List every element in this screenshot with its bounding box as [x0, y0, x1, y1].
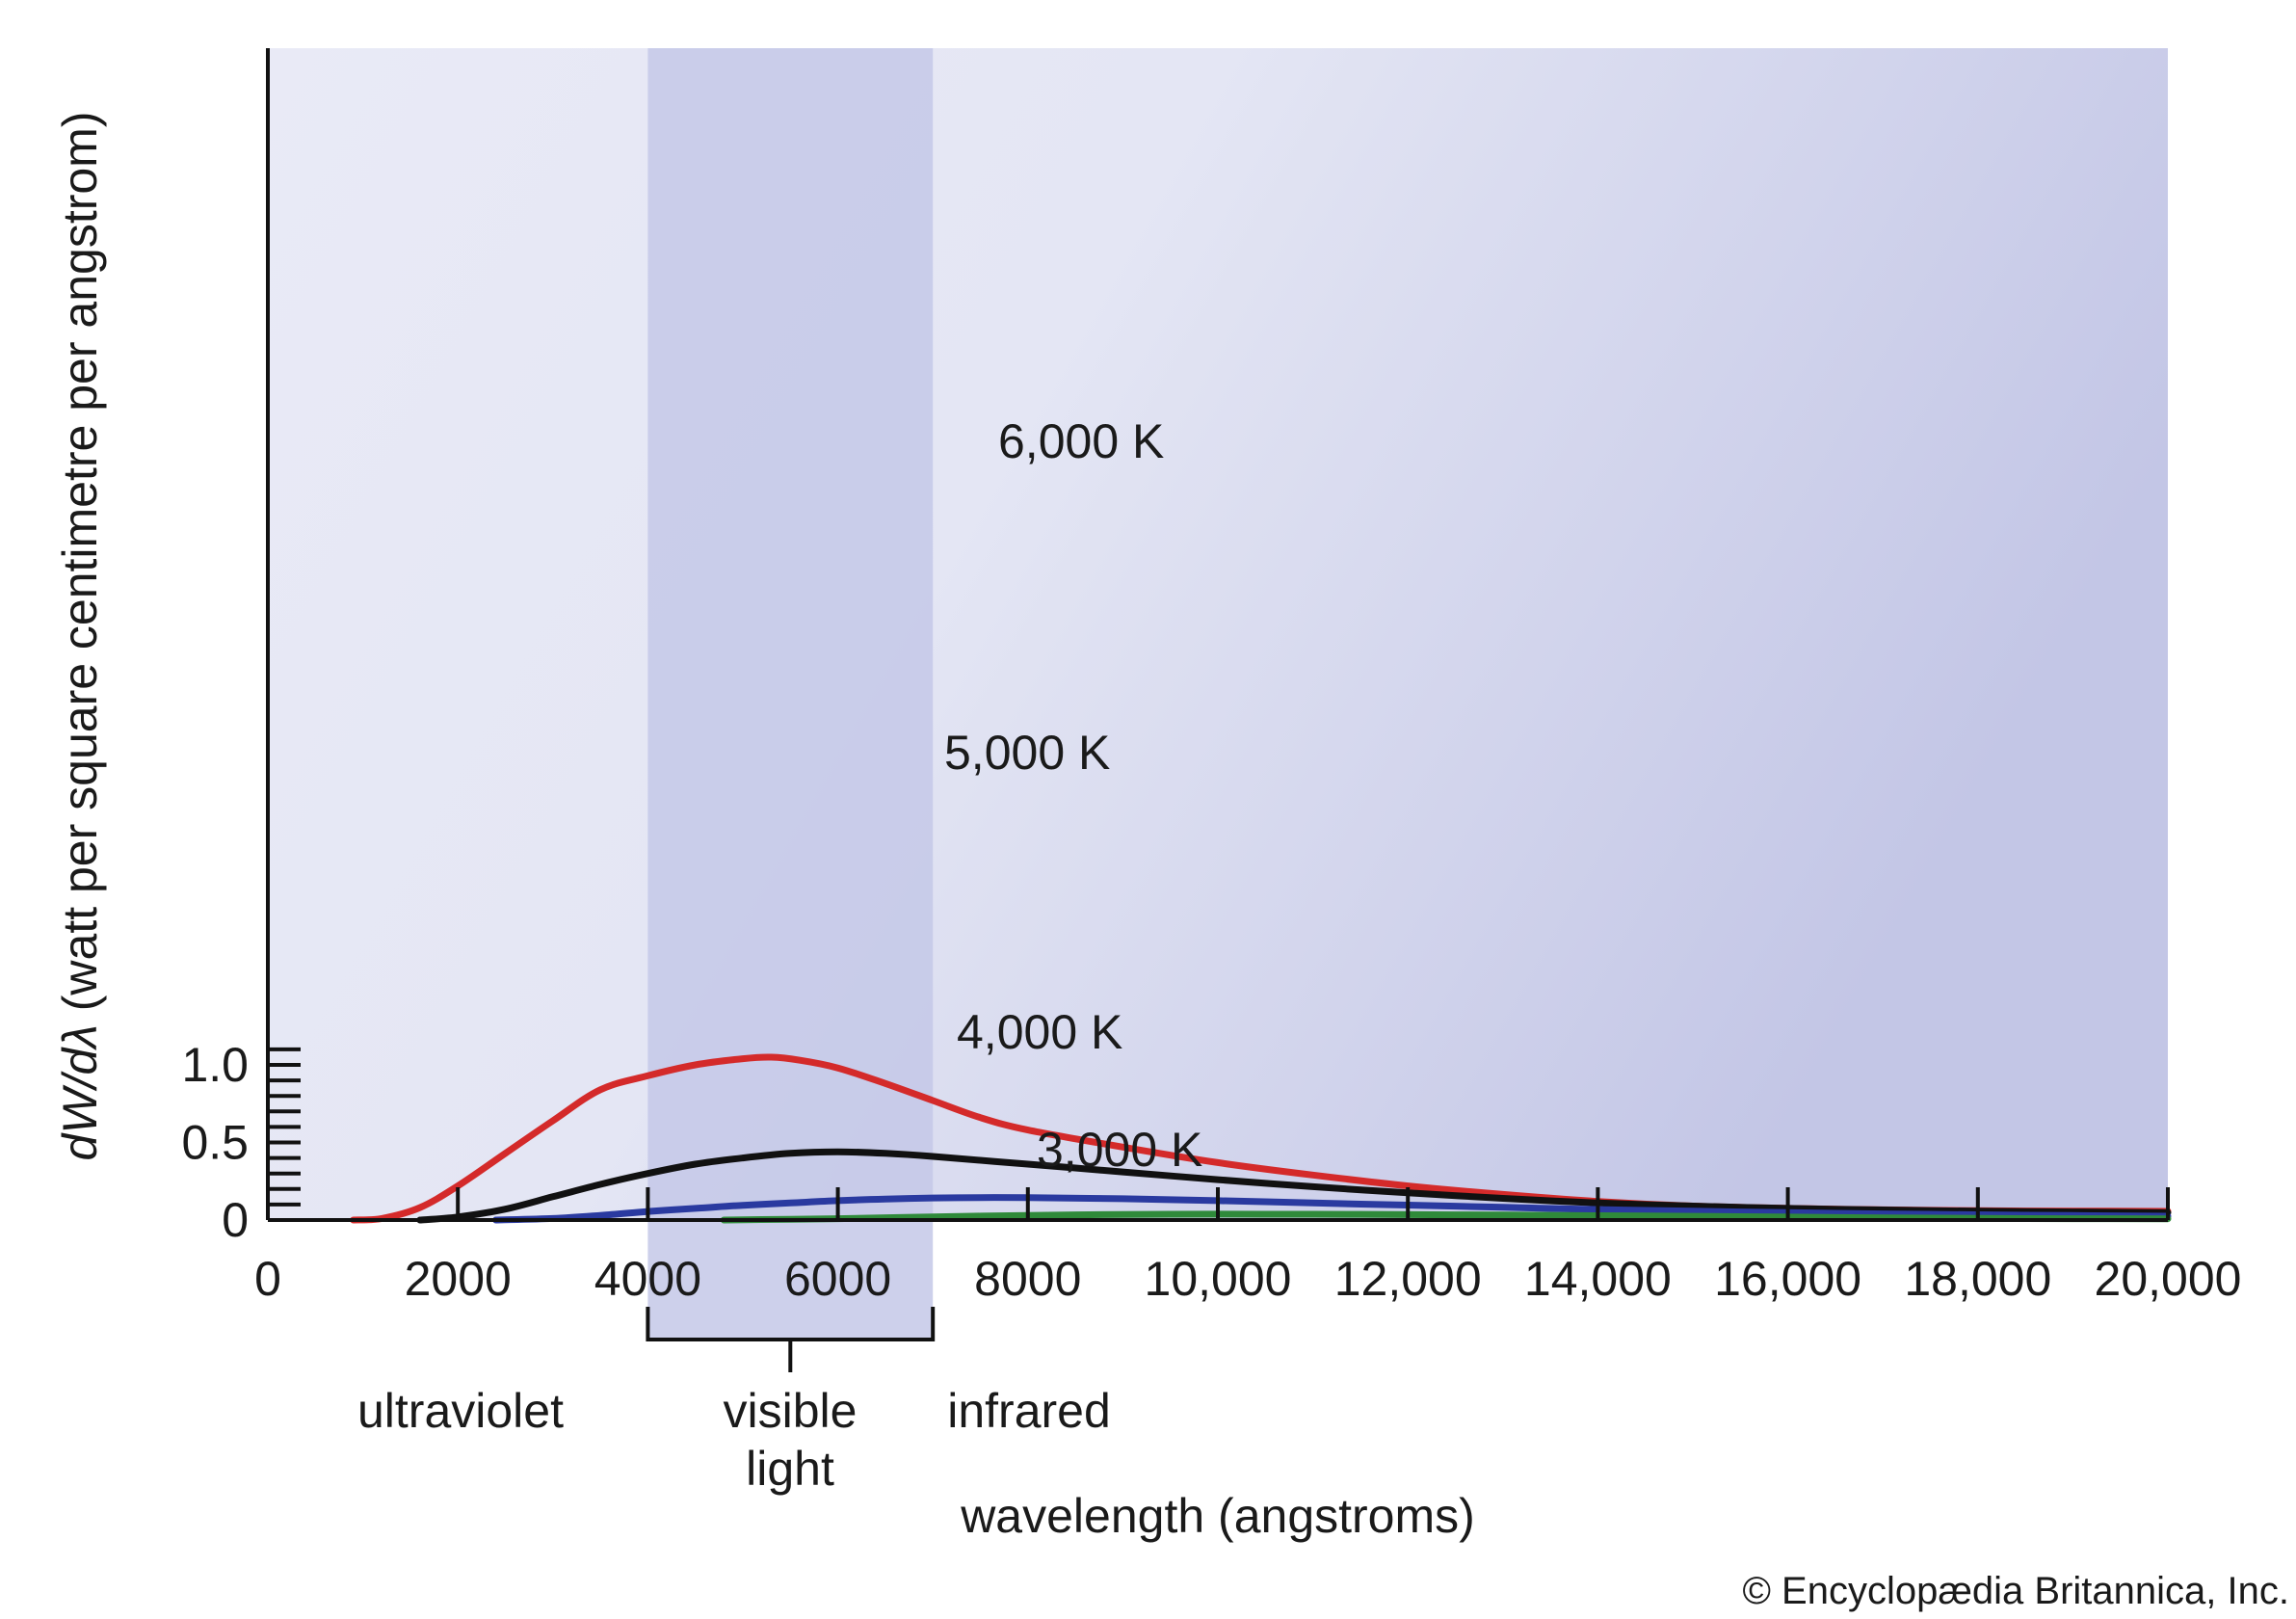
y-axis-title-unit: (watt per square centimetre per angstrom… [53, 112, 107, 1025]
x-tick-label: 0 [254, 1252, 281, 1306]
infrared-label: infrared [947, 1384, 1111, 1438]
x-tick-label: 14,000 [1524, 1252, 1672, 1306]
x-tick-label: 4000 [594, 1252, 701, 1306]
visible-light-band [647, 48, 934, 1338]
x-tick-label: 12,000 [1334, 1252, 1482, 1306]
plot-background [268, 48, 2168, 1220]
x-axis-title: wavelength (angstroms) [960, 1489, 1475, 1543]
x-tick-label: 6000 [784, 1252, 891, 1306]
x-tick-label: 18,000 [1904, 1252, 2051, 1306]
x-tick-label: 16,000 [1714, 1252, 1861, 1306]
series-line-4000k [492, 1194, 2172, 1224]
y-axis-title-symbol: dW/dλ [53, 1024, 107, 1160]
x-tick-label: 20,000 [2095, 1252, 2242, 1306]
y-tick-label: 0 [222, 1193, 249, 1247]
series-label-6000k: 6,000 K [998, 414, 1164, 468]
x-tick-label: 2000 [405, 1252, 512, 1306]
labels: 0 2000 4000 6000 8000 10,000 12,000 14,000 16,00… [181, 1038, 2241, 1306]
ultraviolet-label: ultraviolet [357, 1384, 564, 1438]
x-tick-label: 8000 [974, 1252, 1081, 1306]
series-label-3000k: 3,000 K [1037, 1123, 1202, 1177]
y-tick-label: 1.0 [181, 1038, 249, 1092]
series-label-4000k: 4,000 K [957, 1005, 1122, 1059]
visible-light-label-line2: light [746, 1442, 834, 1496]
x-tick-label: 10,000 [1145, 1252, 1292, 1306]
y-axis-title: dW/dλ (watt per square centimetre per an… [53, 112, 107, 1161]
series-layer [350, 1053, 2172, 1224]
series-line-5000k [416, 1148, 2172, 1224]
y-tick-label: 0.5 [181, 1116, 249, 1170]
visible-light-label-line1: visible [724, 1384, 858, 1438]
series-label-5000k: 5,000 K [944, 726, 1110, 780]
series-line-3000k [720, 1210, 2172, 1224]
axes [266, 48, 2170, 1372]
copyright-credit: © Encyclopædia Britannica, Inc. [1742, 1570, 2289, 1612]
